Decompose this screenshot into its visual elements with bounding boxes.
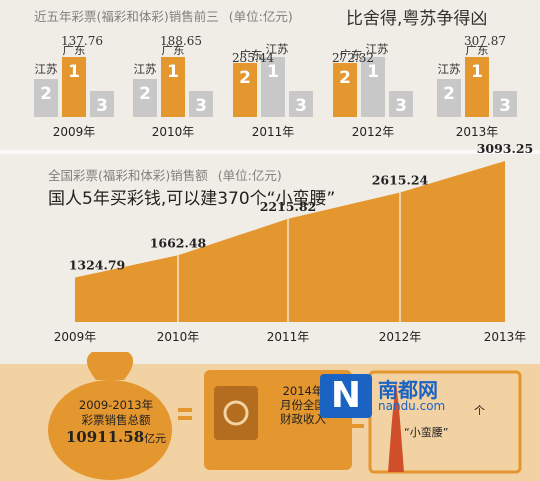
data-label: 1662.48: [150, 235, 207, 250]
fiscal-revenue: 2014年 月份全国 财政收入: [280, 384, 326, 426]
rank-bar: [333, 63, 357, 117]
year-label: 2013年: [456, 125, 499, 139]
year-label: 2012年: [352, 125, 395, 139]
rank-number: 1: [267, 62, 279, 82]
value-label: 188.65: [160, 34, 202, 48]
rank-bar: [361, 57, 385, 117]
province-label: 广东: [340, 48, 363, 62]
rank-bar: [289, 91, 313, 117]
equals-sign-2: [346, 424, 364, 428]
year-label: 2009年: [53, 125, 96, 139]
money-bag-icon: [92, 352, 128, 380]
equals-sign-bottom: [178, 416, 192, 420]
rank-bar: [133, 79, 157, 117]
first-province-label: 广东: [466, 43, 489, 57]
value-label: 272.32: [332, 51, 374, 65]
safe-icon: [214, 386, 258, 440]
area-chart: 1324.79 2009年 1662.48 2010年 2215.82 2011年 2615…: [54, 141, 534, 344]
rank-bar: [389, 91, 413, 117]
province-label: 江苏: [438, 62, 461, 76]
stadium-label: “小蛮腰”: [404, 426, 449, 439]
rank-number: 3: [395, 96, 407, 116]
rank-number: 1: [68, 62, 80, 82]
rank-number: 3: [195, 96, 207, 116]
section2-title: 全国彩票(福彩和体彩)销售额 (单位:亿元): [48, 168, 282, 183]
section2-unit: (单位:亿元): [217, 168, 282, 183]
rank-bar: [437, 79, 461, 117]
rank-bar: [233, 63, 257, 117]
rank-bar: [493, 91, 517, 117]
rank-bar: [90, 91, 114, 117]
first-province-label: 江苏: [266, 42, 289, 56]
equals-sign-top: [178, 408, 192, 412]
rank-bar: [161, 57, 185, 117]
total-years: 2009-2013年: [78, 398, 154, 412]
value-label: 235.44: [232, 51, 274, 65]
total-value: 10911.58亿元: [65, 428, 167, 446]
rank-number: 1: [471, 62, 483, 82]
section1-unit: (单位:亿元): [228, 9, 293, 24]
data-label: 1324.79: [69, 258, 126, 273]
first-province-label: 江苏: [366, 42, 389, 56]
rank-number: 2: [339, 68, 351, 88]
x-tick-label: 2012年: [379, 330, 422, 344]
x-tick-label: 2013年: [484, 330, 527, 344]
data-label: 2615.24: [372, 172, 429, 187]
watermark-logo: N 南都网 nandu.com: [320, 374, 490, 418]
logo-url: nandu.com: [378, 399, 446, 413]
stadium-count-unit: 个: [474, 404, 485, 417]
rank-number: 1: [367, 62, 379, 82]
rank-number: 3: [96, 96, 108, 116]
rank-number: 1: [167, 62, 179, 82]
value-label: 307.87: [464, 34, 506, 48]
x-tick-label: 2011年: [267, 330, 310, 344]
province-label: 广东: [240, 48, 263, 62]
rank-number: 2: [443, 84, 455, 104]
first-province-label: 广东: [63, 43, 86, 57]
first-province-label: 广东: [162, 43, 185, 57]
rank-number: 2: [139, 84, 151, 104]
rank-bar: [261, 57, 285, 117]
divider: [0, 150, 540, 154]
total-sales: 2009-2013年 彩票销售总额 10911.58亿元: [64, 398, 168, 446]
rank-bar: [34, 79, 58, 117]
rank-number: 3: [295, 96, 307, 116]
logo-n-icon: N: [320, 374, 372, 418]
rank-number: 2: [40, 84, 52, 104]
total-label: 彩票销售总额: [81, 413, 151, 427]
rank-bar: [189, 91, 213, 117]
year-label: 2011年: [252, 125, 295, 139]
data-label: 3093.25: [477, 141, 534, 156]
section2-subtitle: 国人5年买彩钱,可以建370个“小蛮腰”: [48, 189, 336, 209]
x-tick-label: 2009年: [54, 330, 97, 344]
year-label: 2010年: [152, 125, 195, 139]
x-tick-label: 2010年: [157, 330, 200, 344]
rank-bar: [465, 57, 489, 117]
province-label: 江苏: [35, 62, 58, 76]
area-series: [75, 160, 505, 322]
rank-bar: [62, 57, 86, 117]
rank-number: 2: [239, 68, 251, 88]
section1-subtitle: 比舍得,粤苏争得凶: [346, 9, 488, 29]
province-label: 江苏: [134, 62, 157, 76]
section1-title: 近五年彩票(福彩和体彩)销售前三 (单位:亿元): [34, 9, 293, 24]
data-label: 2215.82: [260, 199, 317, 214]
value-label: 137.76: [61, 34, 103, 48]
rank-number: 3: [499, 96, 511, 116]
logo-name: 南都网: [378, 378, 438, 402]
